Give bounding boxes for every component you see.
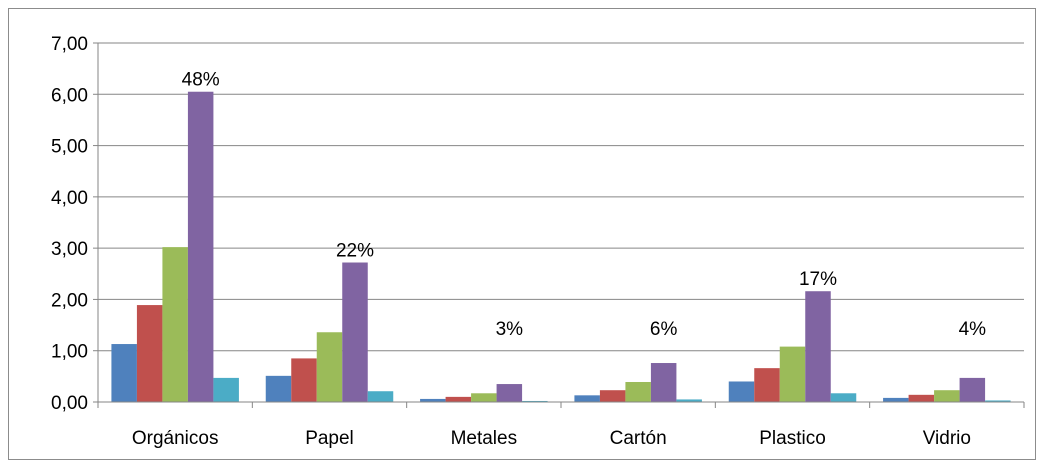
bar <box>111 344 137 402</box>
bar <box>599 390 626 402</box>
bar <box>830 393 857 402</box>
bar <box>162 247 188 402</box>
bar <box>420 398 446 402</box>
gridlines <box>98 42 1024 352</box>
bar <box>728 381 755 402</box>
bar <box>934 390 960 402</box>
bar <box>291 358 317 402</box>
percentage-label: 4% <box>959 319 987 340</box>
bar <box>908 394 935 402</box>
bar <box>754 368 780 402</box>
bar <box>574 395 600 402</box>
bar <box>265 375 292 402</box>
bar <box>471 393 497 402</box>
percentage-label: 6% <box>650 319 678 340</box>
bars <box>111 91 1011 402</box>
percentage-label: 17% <box>799 269 837 290</box>
y-tick-label: 0,00 <box>51 393 88 414</box>
bar <box>496 384 523 402</box>
bar <box>522 400 548 402</box>
bar <box>445 396 472 402</box>
bar <box>779 346 806 402</box>
y-tick-label: 4,00 <box>51 188 88 209</box>
bar <box>367 391 394 402</box>
x-category-label: Cartón <box>610 428 667 449</box>
y-tick-label: 2,00 <box>51 290 88 311</box>
y-tick-label: 3,00 <box>51 239 88 260</box>
bar <box>316 332 343 402</box>
x-category-label: Metales <box>451 428 518 449</box>
bar <box>342 262 368 402</box>
percentage-label: 48% <box>182 70 220 91</box>
y-axis-tick-labels: 0,00 1,00 2,00 3,00 4,00 5,00 6,00 7,00 <box>51 34 88 414</box>
x-category-label: Vidrio <box>923 428 971 449</box>
bar <box>985 400 1011 402</box>
bar <box>187 91 214 402</box>
bar <box>883 397 909 402</box>
y-tick-label: 5,00 <box>51 137 88 158</box>
axes <box>93 42 1025 408</box>
y-tick-label: 6,00 <box>51 85 88 106</box>
percentage-labels: 48% 22% 3% 6% 17% 4% <box>182 70 987 340</box>
bar <box>136 305 163 402</box>
x-category-label: Plastico <box>759 428 826 449</box>
percentage-label: 22% <box>336 241 374 262</box>
y-tick-label: 1,00 <box>51 342 88 363</box>
bar <box>625 381 651 402</box>
bar <box>805 291 831 402</box>
bar <box>650 363 677 402</box>
x-category-label: Papel <box>305 428 354 449</box>
bar <box>213 377 239 402</box>
x-category-label: Orgánicos <box>132 428 219 449</box>
bar <box>959 377 986 402</box>
percentage-label: 3% <box>496 319 524 340</box>
bar <box>676 399 702 402</box>
x-axis-category-labels: Orgánicos Papel Metales Cartón Plastico Vidri… <box>132 428 971 449</box>
y-tick-label: 7,00 <box>51 34 88 55</box>
